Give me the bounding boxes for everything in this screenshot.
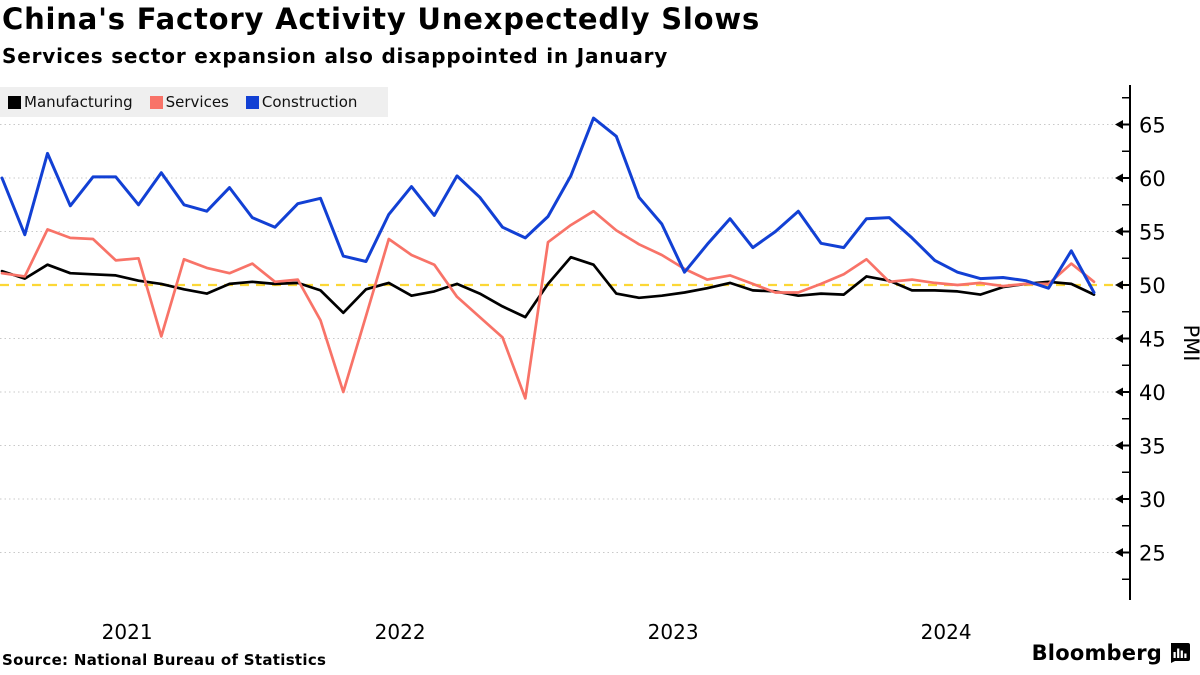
tick-arrow-icon [1115, 548, 1123, 557]
legend-item-manufacturing: Manufacturing [8, 93, 133, 111]
y-tick-label: 40 [1139, 381, 1166, 405]
tick-arrow-icon [1115, 441, 1123, 450]
tick-arrow-icon [1115, 227, 1123, 236]
brand-footer: Bloomberg [1032, 641, 1190, 665]
y-tick-label: 25 [1139, 542, 1166, 566]
bloomberg-terminal-icon [1171, 643, 1190, 663]
chart-title: China's Factory Activity Unexpectedly Sl… [2, 2, 761, 36]
y-tick-label: 60 [1139, 167, 1166, 191]
legend-label-services: Services [165, 93, 229, 111]
tick-arrow-icon [1115, 173, 1123, 183]
x-tick-label: 2021 [102, 620, 153, 644]
x-tick-label: 2022 [375, 620, 426, 644]
y-tick-label: 50 [1139, 274, 1166, 298]
legend-label-manufacturing: Manufacturing [24, 93, 133, 111]
y-tick-label: 35 [1139, 435, 1166, 459]
legend-label-construction: Construction [261, 93, 358, 111]
source-note: Source: National Bureau of Statistics [2, 651, 327, 669]
tick-arrow-icon [1115, 120, 1123, 129]
series-construction [0, 116, 1096, 294]
series-manufacturing [0, 255, 1096, 319]
series-services [0, 209, 1096, 400]
tick-arrow-icon [1115, 494, 1123, 504]
manufacturing-swatch-icon [8, 95, 21, 109]
bloomberg-logo: Bloomberg [1031, 641, 1162, 665]
y-tick-label: 55 [1139, 221, 1166, 245]
x-tick-label: 2024 [921, 620, 972, 644]
tick-arrow-icon [1115, 280, 1123, 290]
chart-subtitle: Services sector expansion also disappoin… [2, 44, 669, 68]
x-tick-label: 2023 [648, 620, 699, 644]
legend-item-construction: Construction [245, 93, 358, 111]
y-tick-label: 30 [1139, 488, 1166, 512]
tick-arrow-icon [1115, 387, 1123, 397]
y-tick-label: 45 [1139, 328, 1166, 352]
chart-legend: Manufacturing Services Construction [0, 87, 388, 117]
tick-arrow-icon [1115, 334, 1123, 343]
y-tick-label: 65 [1139, 114, 1166, 138]
y-axis-title: PMI [1179, 325, 1200, 362]
legend-item-services: Services [149, 93, 229, 111]
construction-swatch-icon [245, 95, 259, 109]
services-swatch-icon [149, 95, 163, 109]
